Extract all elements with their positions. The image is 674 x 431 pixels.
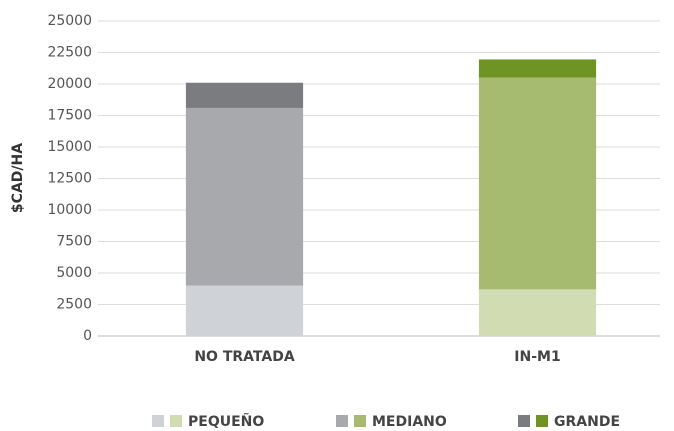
legend-label: GRANDE xyxy=(554,414,620,430)
bar-segment xyxy=(185,107,304,286)
x-tick-label: IN-M1 xyxy=(514,349,561,365)
y-tick-label: 0 xyxy=(83,328,92,344)
legend-swatch xyxy=(354,415,366,427)
y-tick-label: 5000 xyxy=(56,265,92,281)
legend-swatch xyxy=(170,415,182,427)
y-tick-label: 22500 xyxy=(47,45,92,61)
legend-swatch xyxy=(152,415,164,427)
y-axis-label: $CAD/HA xyxy=(10,143,26,213)
legend-label: PEQUEÑO xyxy=(188,413,264,430)
x-tick-label: NO TRATADA xyxy=(194,349,295,365)
y-tick-label: 17500 xyxy=(47,108,92,124)
bar-segment xyxy=(478,289,597,336)
y-tick-label: 20000 xyxy=(47,76,92,92)
y-tick-label: 15000 xyxy=(47,139,92,155)
y-tick-label: 7500 xyxy=(56,234,92,250)
bar-segment xyxy=(185,285,304,336)
bar-segment xyxy=(185,82,304,108)
y-tick-label: 25000 xyxy=(47,13,92,29)
y-tick-label: 10000 xyxy=(47,202,92,218)
legend-label: MEDIANO xyxy=(372,414,447,430)
y-tick-label: 12500 xyxy=(47,171,92,187)
y-tick-label: 2500 xyxy=(56,297,92,313)
legend-swatch xyxy=(518,415,530,427)
legend-swatch xyxy=(336,415,348,427)
bar-segment xyxy=(478,77,597,290)
bar-segment xyxy=(478,59,597,78)
legend-swatch xyxy=(536,415,548,427)
